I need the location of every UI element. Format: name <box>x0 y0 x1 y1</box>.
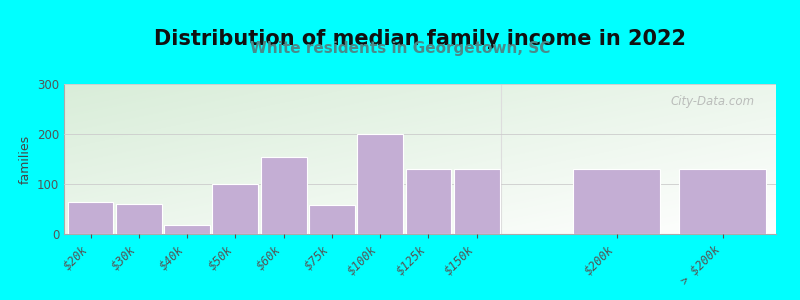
Text: White residents in Georgetown, SC: White residents in Georgetown, SC <box>250 40 550 56</box>
Bar <box>213 184 258 234</box>
Title: Distribution of median family income in 2022: Distribution of median family income in … <box>154 29 686 49</box>
Bar <box>309 205 355 234</box>
Bar <box>164 225 210 234</box>
Bar <box>116 204 162 234</box>
Bar <box>68 202 114 234</box>
Bar <box>574 169 660 234</box>
Y-axis label: families: families <box>18 134 31 184</box>
Bar <box>454 169 500 234</box>
Bar <box>358 134 403 234</box>
Text: City-Data.com: City-Data.com <box>670 94 754 107</box>
Bar <box>679 169 766 234</box>
Bar <box>261 157 306 234</box>
Bar <box>406 169 451 234</box>
